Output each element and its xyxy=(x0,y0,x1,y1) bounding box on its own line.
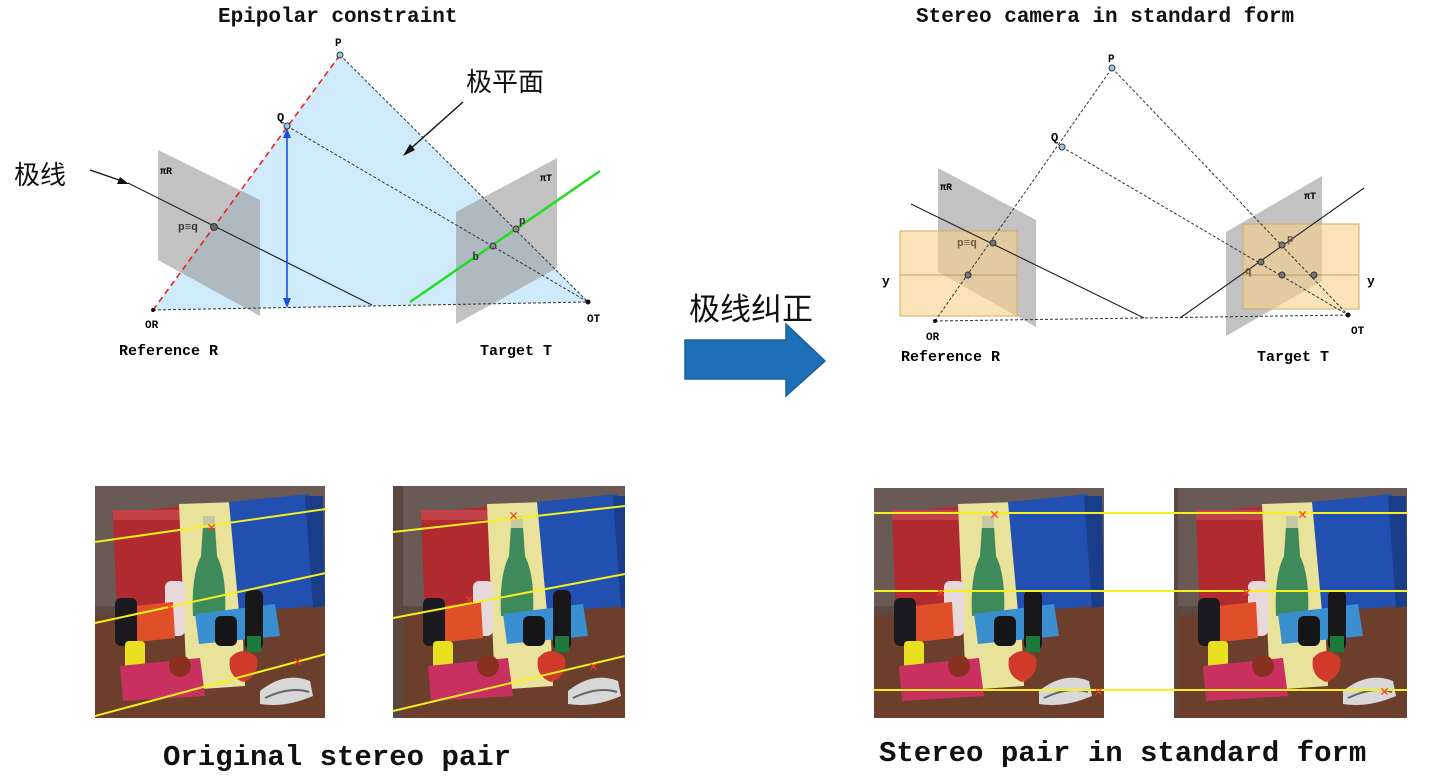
label-p-target: p xyxy=(519,216,526,228)
label-ot: OT xyxy=(587,314,601,326)
match-marker: ✕ xyxy=(589,659,598,676)
ray-q-ot xyxy=(1061,146,1349,316)
depth-arrow-head-bottom xyxy=(283,298,291,308)
label-pq: p≡q xyxy=(178,222,198,234)
point-ot xyxy=(1345,312,1351,318)
original-left-image: ✕ ✕ ✕ xyxy=(95,486,326,718)
label-p: P xyxy=(1108,54,1115,66)
label-p-target: p xyxy=(1287,234,1294,246)
target-rectified-plane xyxy=(1242,223,1360,310)
epipolar-line-t xyxy=(409,169,601,304)
depth-arrow-head-top xyxy=(283,128,291,138)
target-label: Target T xyxy=(1257,349,1329,366)
point-t-y2 xyxy=(1310,271,1318,279)
label-q: Q xyxy=(277,111,284,125)
point-ot xyxy=(585,299,591,305)
projection-ray-r xyxy=(152,54,341,311)
match-marker: ✕ xyxy=(1380,684,1389,701)
label-pi-r: πR xyxy=(160,167,172,178)
match-marker: ✕ xyxy=(207,520,216,537)
match-marker: ✕ xyxy=(990,507,999,524)
point-pq xyxy=(989,239,997,247)
label-p: P xyxy=(335,38,342,50)
epipolar-line xyxy=(393,505,625,533)
match-marker: ✕ xyxy=(465,592,474,609)
epipolar-line xyxy=(393,655,625,712)
match-marker: ✕ xyxy=(1298,507,1307,524)
rectified-pair-images: ✕ ✕ ✕ ✕ ✕ ✕ xyxy=(874,488,1407,718)
epipolar-line xyxy=(95,653,326,717)
left-diagram-title: Epipolar constraint xyxy=(218,6,458,29)
label-q: Q xyxy=(1051,131,1058,145)
reference-label: Reference R xyxy=(901,349,1000,366)
reference-rectified-plane xyxy=(899,230,1018,317)
epipolar-line-r xyxy=(910,203,1145,319)
point-or xyxy=(151,308,155,312)
epipolar-line xyxy=(95,508,326,543)
epipolar-constraint-diagram: P Q πR πT p≡q p q OR OT Reference R Targ… xyxy=(89,38,601,360)
label-pi-t: πT xyxy=(1304,192,1316,203)
baseline xyxy=(934,314,1349,322)
label-or: OR xyxy=(926,332,940,344)
arrow-right-icon xyxy=(684,323,827,398)
ray-p-ot xyxy=(1111,67,1349,316)
point-p xyxy=(1108,64,1116,72)
match-marker: ✕ xyxy=(936,585,945,602)
epipolar-line-r xyxy=(127,182,373,306)
point-q xyxy=(283,122,291,130)
point-p xyxy=(336,51,344,59)
label-y-left: y xyxy=(882,274,890,289)
epipolar-line xyxy=(393,573,625,619)
ray-p-ot xyxy=(339,54,589,303)
label-pq: p≡q xyxy=(957,238,977,250)
label-ot: OT xyxy=(1351,326,1365,338)
point-q-target xyxy=(489,242,497,250)
point-q-target xyxy=(1257,258,1265,266)
rectified-right-image xyxy=(1174,488,1407,718)
reference-label: Reference R xyxy=(119,343,218,360)
point-r-y xyxy=(964,271,972,279)
point-pq xyxy=(210,223,218,231)
rectified-left-image xyxy=(874,488,1105,718)
original-pair-caption: Original stereo pair xyxy=(163,741,512,774)
point-q xyxy=(1058,143,1066,151)
match-marker: ✕ xyxy=(1242,585,1251,602)
ray-or-p xyxy=(934,67,1113,322)
standard-pair-caption: Stereo pair in standard form xyxy=(879,737,1367,770)
ray-q-ot xyxy=(286,125,589,303)
label-or: OR xyxy=(145,320,159,332)
label-pi-r: πR xyxy=(940,183,952,194)
label-y-right: y xyxy=(1367,274,1375,289)
line-pointer-head xyxy=(117,177,129,184)
match-marker: ✕ xyxy=(165,600,174,617)
point-p-target xyxy=(512,225,520,233)
epipolar-line-label: 极线 xyxy=(14,161,67,191)
label-q-target: q xyxy=(472,250,479,262)
plane-pointer-head xyxy=(403,144,415,156)
target-label: Target T xyxy=(480,343,552,360)
original-right-image: ✕ ✕ ✕ xyxy=(393,486,625,718)
epipolar-line xyxy=(95,572,326,624)
point-or xyxy=(933,319,937,323)
epipolar-plane-label: 极平面 xyxy=(466,68,545,98)
rectification-label: 极线纠正 xyxy=(689,292,813,328)
standard-form-diagram: P Q πR πT p≡q p q y y OR OT Reference R … xyxy=(882,54,1375,366)
match-marker: ✕ xyxy=(293,654,302,671)
line-pointer-arrow xyxy=(89,169,123,182)
label-pi-t: πT xyxy=(540,174,552,185)
baseline xyxy=(152,301,589,311)
match-marker: ✕ xyxy=(509,508,518,525)
match-marker: ✕ xyxy=(1094,684,1103,701)
epipolar-line-t xyxy=(1179,187,1365,319)
point-p-target xyxy=(1278,241,1286,249)
target-image-plane xyxy=(456,158,557,324)
label-q-target: q xyxy=(1245,266,1252,278)
right-diagram-title: Stereo camera in standard form xyxy=(916,6,1295,29)
rectification-arrow xyxy=(684,323,827,398)
point-t-y1 xyxy=(1278,271,1286,279)
plane-pointer-arrow xyxy=(407,101,464,152)
